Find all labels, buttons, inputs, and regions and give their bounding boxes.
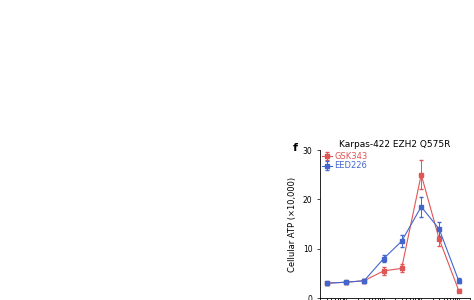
Text: f: f bbox=[293, 142, 298, 153]
Title: Karpas-422 EZH2 Q575R: Karpas-422 EZH2 Q575R bbox=[339, 140, 451, 149]
Y-axis label: Cellular ATP (×10,000): Cellular ATP (×10,000) bbox=[288, 176, 297, 272]
Legend: GSK343, EED226: GSK343, EED226 bbox=[322, 152, 367, 170]
